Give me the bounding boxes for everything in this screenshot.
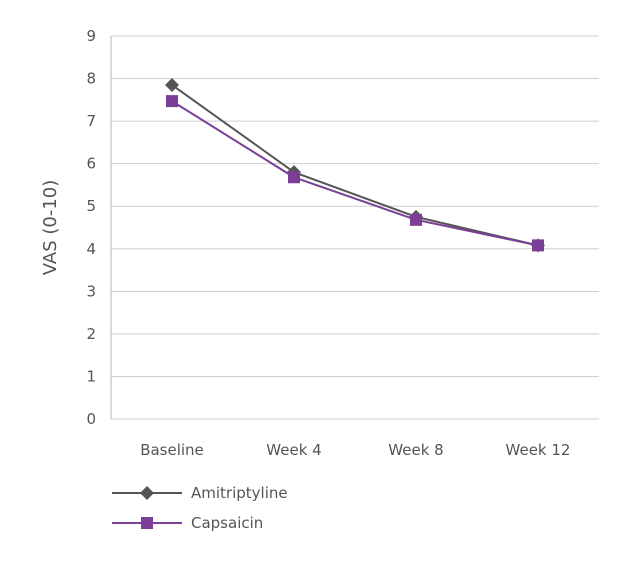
- series-line: [171, 84, 539, 247]
- y-tick-label: 0: [86, 410, 96, 428]
- x-tick-label: Baseline: [140, 441, 204, 459]
- legend-label: Capsaicin: [191, 514, 263, 532]
- series-amitriptyline: [165, 77, 545, 253]
- data-point: [166, 95, 178, 108]
- y-tick-labels: 0 1 2 3 4 5 6 7 8 9: [86, 27, 96, 428]
- y-tick-label: 8: [86, 70, 96, 88]
- x-tick-label: Week 4: [266, 441, 321, 459]
- x-tick-labels: Baseline Week 4 Week 8 Week 12: [140, 441, 570, 459]
- data-point: [165, 77, 179, 92]
- data-point: [532, 239, 544, 252]
- y-tick-label: 1: [86, 367, 96, 385]
- legend-marker: [140, 486, 154, 500]
- grid: [111, 35, 599, 420]
- y-tick-label: 9: [86, 27, 96, 45]
- legend: Amitriptyline Capsaicin: [112, 484, 288, 532]
- y-tick-label: 2: [86, 325, 96, 343]
- legend-marker: [141, 517, 153, 529]
- axes: VAS (0-10): [40, 36, 112, 419]
- y-tick-label: 6: [86, 155, 96, 173]
- y-tick-label: 4: [86, 240, 96, 258]
- x-tick-label: Week 8: [388, 441, 443, 459]
- y-tick-label: 7: [86, 112, 96, 130]
- legend-item: Amitriptyline: [112, 484, 288, 502]
- x-tick-label: Week 12: [506, 441, 571, 459]
- y-tick-label: 5: [86, 197, 96, 215]
- series-line: [171, 100, 539, 247]
- y-axis-title: VAS (0-10): [40, 180, 61, 276]
- series: [165, 77, 545, 253]
- data-point: [288, 171, 300, 184]
- legend-item: Capsaicin: [112, 514, 263, 532]
- series-capsaicin: [166, 95, 544, 252]
- legend-label: Amitriptyline: [191, 484, 288, 502]
- data-point: [410, 213, 422, 226]
- y-tick-label: 3: [86, 282, 96, 300]
